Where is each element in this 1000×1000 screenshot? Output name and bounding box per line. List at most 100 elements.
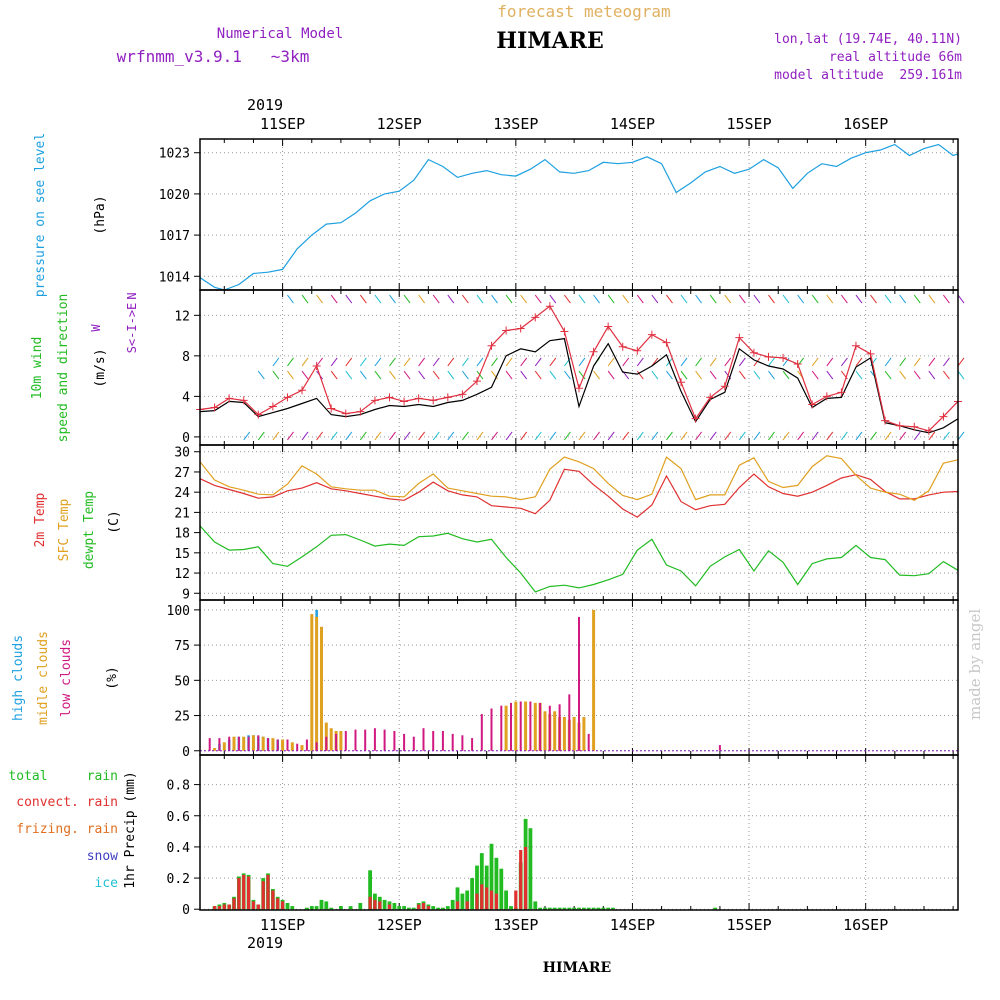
bar-low-clouds <box>325 736 328 751</box>
bar-total-rain <box>407 907 411 910</box>
temp-ylabel-2m: 2m Temp <box>33 492 48 547</box>
bar-midle-clouds <box>213 748 217 751</box>
bar-midle-clouds <box>524 701 528 751</box>
top-day-label: 15SEP <box>726 115 771 133</box>
bar-low-clouds <box>548 705 551 751</box>
series-line-wind-gust <box>199 305 959 432</box>
wind-direction-arrow <box>768 431 775 441</box>
wind-direction-arrow <box>229 432 235 440</box>
bar-total-rain <box>368 870 372 910</box>
bar-total-rain <box>479 853 484 910</box>
wind-direction-arrow <box>301 431 309 441</box>
wind-direction-arrow <box>884 431 892 441</box>
bar-total-rain <box>431 906 436 910</box>
bar-convect-rain <box>387 904 392 910</box>
ytick-label: 1020 <box>159 188 190 203</box>
wind-direction-arrow <box>432 294 440 304</box>
ytick-label: 4 <box>182 390 190 405</box>
bar-midle-clouds <box>232 736 236 751</box>
wind-direction-arrow <box>418 294 426 304</box>
pressure-unit: (hPa) <box>93 195 108 234</box>
real-altitude-label: real altitude 66m <box>829 50 962 65</box>
bar-midle-clouds <box>339 731 343 751</box>
wind-direction-arrow <box>476 294 484 304</box>
gust-marker <box>749 348 758 357</box>
wind-direction-arrow <box>520 357 528 367</box>
bar-midle-clouds <box>261 736 265 751</box>
wind-direction-arrow <box>447 357 455 367</box>
wind-direction-arrow <box>753 370 761 380</box>
gust-marker <box>312 361 321 370</box>
wind-direction-arrow <box>695 294 703 304</box>
wind-direction-arrow <box>287 431 294 441</box>
gust-marker <box>356 407 365 416</box>
ytick-label: 0.2 <box>167 872 190 887</box>
wind-direction-arrow <box>243 431 251 441</box>
wind-direction-arrow <box>330 294 338 304</box>
legend-convect-rain: convect. rain <box>16 795 118 810</box>
wind-direction-arrow <box>345 294 353 304</box>
wind-direction-arrow <box>534 294 542 304</box>
wind-direction-arrow <box>870 294 877 304</box>
gust-marker <box>516 324 525 333</box>
bar-total-rain <box>557 907 562 910</box>
bar-midle-clouds <box>582 717 586 751</box>
top-day-label: 16SEP <box>843 115 888 133</box>
wind-direction-arrow <box>724 431 732 441</box>
wind-direction-arrow <box>928 431 936 441</box>
bar-total-rain <box>509 906 513 910</box>
bar-midle-clouds <box>281 739 285 751</box>
wind-direction-arrow <box>432 370 440 380</box>
top-year-label: 2019 <box>247 96 283 114</box>
bar-low-clouds <box>393 731 396 751</box>
gust-marker <box>706 393 715 402</box>
top-day-labels: 11SEP 12SEP 13SEP 14SEP 15SEP 16SEP <box>260 115 888 133</box>
wind-direction-arrow <box>899 370 907 380</box>
bar-low-clouds <box>267 738 269 751</box>
wind-direction-arrow <box>884 370 892 380</box>
wind-direction-arrow <box>797 357 805 367</box>
legend-frizing-rain: frizing. rain <box>16 822 118 837</box>
bar-low-clouds <box>510 702 512 751</box>
wind-direction-arrow <box>272 370 280 380</box>
panel-frame <box>199 289 959 446</box>
wind-direction-arrow <box>215 358 221 366</box>
wind-direction-arrow <box>447 294 455 304</box>
gust-marker <box>866 349 875 358</box>
clouds-panel: 0 25 50 75 100 <box>167 599 959 760</box>
bar-low-clouds <box>344 731 347 751</box>
model-altitude-label: model altitude 259.161m <box>774 68 962 83</box>
wind-direction-arrow <box>913 431 921 441</box>
bar-midle-clouds <box>315 616 319 751</box>
gust-marker <box>910 422 919 431</box>
bar-total-rain <box>494 857 499 910</box>
credit-watermark: made by angel <box>966 609 984 720</box>
temperature-panel: 9 12 15 18 21 24 27 30 <box>174 444 959 602</box>
wind-direction-arrow <box>578 357 586 367</box>
series-line-2m-temp <box>199 468 959 518</box>
wind-unit: (m/s) <box>93 348 108 387</box>
bar-total-rain <box>533 901 538 910</box>
bar-convect-rain <box>519 850 523 910</box>
wind-direction-arrow <box>534 357 542 367</box>
bar-total-rain <box>591 907 596 910</box>
wind-direction-arrow <box>811 431 819 441</box>
wind-direction-arrow <box>651 370 659 380</box>
wind-direction-arrow <box>943 357 950 367</box>
bar-total-rain <box>441 907 445 910</box>
bar-low-clouds <box>539 702 542 751</box>
series-line-wind-speed <box>199 337 959 434</box>
wind-direction-arrow <box>287 370 294 380</box>
wind-direction-arrow <box>782 370 790 380</box>
bar-low-clouds <box>364 729 367 751</box>
wind-direction-arrow <box>461 294 469 304</box>
gust-marker <box>851 341 860 350</box>
wind-direction-arrow <box>855 294 863 304</box>
wind-direction-arrow <box>738 370 746 380</box>
wind-direction-arrow <box>505 357 513 367</box>
gust-marker <box>545 302 554 311</box>
wind-direction-arrow <box>607 357 615 367</box>
gust-marker <box>239 396 248 405</box>
gust-marker <box>429 396 438 405</box>
bar-low-clouds <box>276 739 279 751</box>
